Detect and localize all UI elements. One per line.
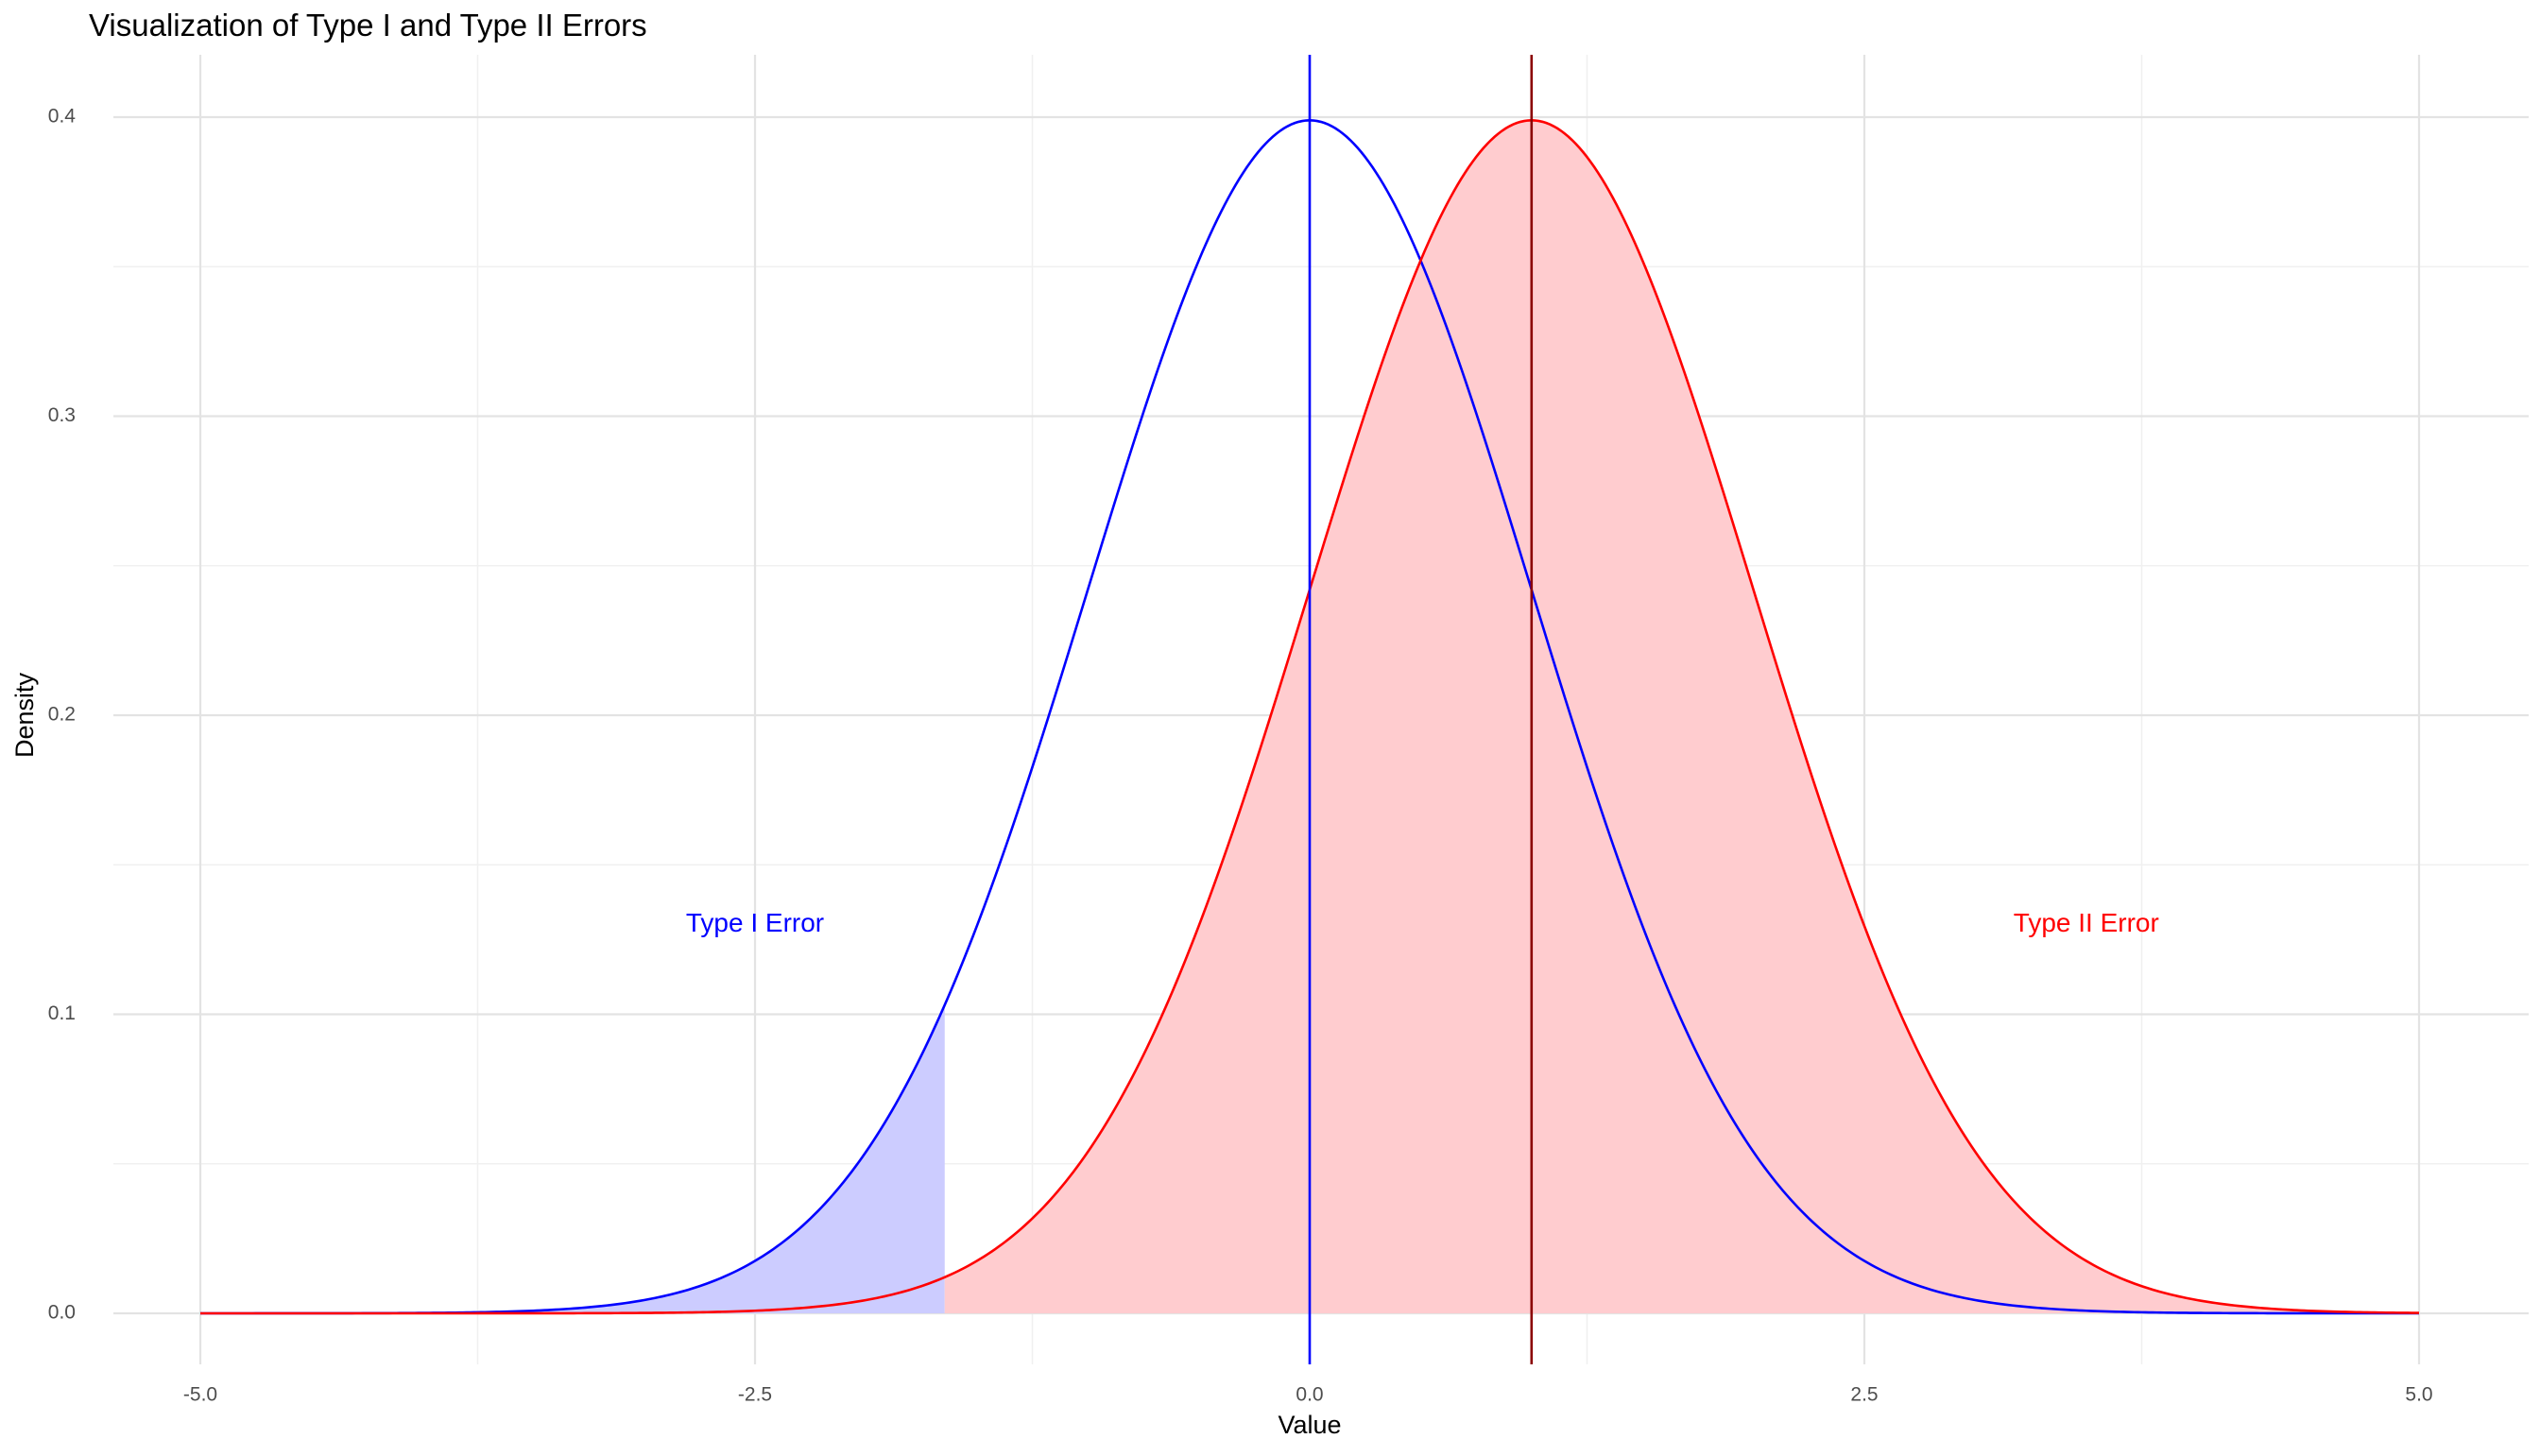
x-tick-label: -2.5 bbox=[738, 1384, 772, 1406]
shaded-regions bbox=[200, 120, 2419, 1314]
x-tick-label: 5.0 bbox=[2405, 1384, 2432, 1406]
y-axis-ticks: 0.0 0.1 0.2 0.3 0.4 bbox=[48, 106, 77, 1324]
x-axis-label: Value bbox=[1278, 1411, 1341, 1439]
type-one-error-area bbox=[200, 1004, 945, 1313]
y-axis-label: Density bbox=[10, 672, 39, 758]
x-tick-label: 2.5 bbox=[1850, 1384, 1878, 1406]
chart-title: Visualization of Type I and Type II Erro… bbox=[89, 8, 647, 43]
x-tick-label: 0.0 bbox=[1296, 1384, 1323, 1406]
y-tick-label: 0.4 bbox=[48, 106, 77, 128]
y-tick-label: 0.0 bbox=[48, 1302, 76, 1324]
type-one-error-label: Type I Error bbox=[686, 908, 824, 937]
x-axis-ticks: -5.0 -2.5 0.0 2.5 5.0 bbox=[183, 1384, 2433, 1406]
y-tick-label: 0.2 bbox=[48, 704, 76, 726]
type-two-error-label: Type II Error bbox=[2014, 908, 2159, 937]
x-tick-label: -5.0 bbox=[183, 1384, 217, 1406]
annotations: Type I Error Type II Error bbox=[686, 908, 2159, 937]
y-tick-label: 0.3 bbox=[48, 404, 76, 426]
mean-lines bbox=[1308, 55, 1534, 1364]
type-two-error-area bbox=[944, 120, 2419, 1314]
y-tick-label: 0.1 bbox=[48, 1002, 76, 1024]
